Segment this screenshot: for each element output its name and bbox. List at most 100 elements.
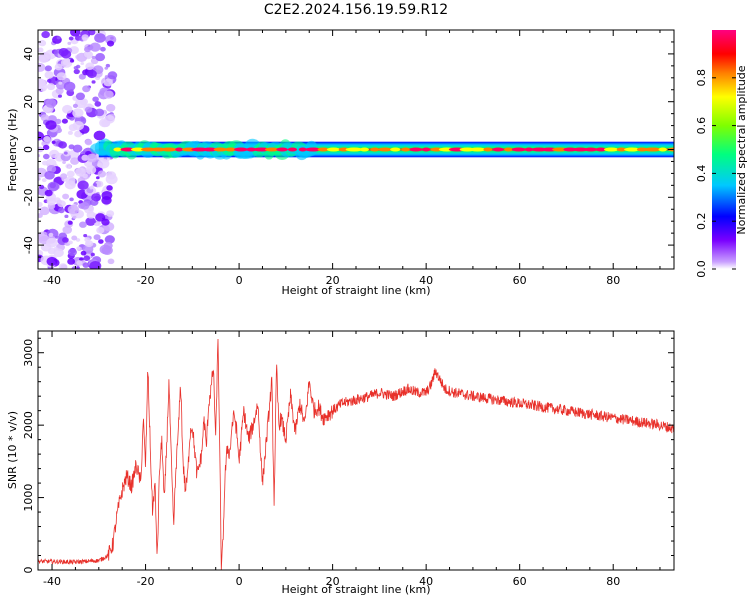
x-tick-label: 0 [236,575,243,588]
band-core [141,147,156,152]
noise-blob [46,197,57,206]
noise-blob [85,62,95,70]
noise-blob [67,165,72,169]
noise-blob [42,144,50,151]
noise-blob [101,218,110,226]
noise-blob [40,114,50,122]
noise-blob [91,80,96,84]
noise-blob [58,81,63,85]
noise-blob [106,210,115,217]
noise-blob [89,42,101,52]
noise-blob [44,71,54,79]
noise-blob [38,62,46,72]
noise-blob [46,83,56,91]
noise-blob [63,151,68,155]
noise-blob [106,185,113,191]
band-core [492,147,504,152]
noise-blob [78,203,86,209]
x-tick-label: -20 [137,575,155,588]
band-core [113,147,122,152]
noise-blob [105,63,111,68]
noise-blob [58,263,68,269]
noise-blob [80,250,87,256]
noise-blob [104,75,109,79]
x-tick-label: 20 [326,274,340,287]
noise-blob [70,30,81,37]
band-core [246,147,257,152]
noise-blob [82,37,88,42]
x-tick-label: 40 [419,274,433,287]
band-core [253,147,270,152]
y-tick-label: 1000 [22,484,35,512]
noise-blob [60,49,72,59]
band-core [504,147,513,152]
noise-blob [97,170,107,178]
noise-blob [38,131,44,141]
band-core [338,147,349,152]
colorbar-gradient [712,30,736,269]
noise-blob [56,72,67,81]
noise-blob [70,157,80,165]
band-core [573,147,588,152]
noise-blob [42,153,50,160]
x-tick-label: 80 [606,274,620,287]
noise-blob [86,69,97,79]
noise-blob [67,258,76,265]
band-core [305,147,321,152]
colorbar-tick-label: 0.0 [695,260,708,278]
y-tick-label: 0 [22,567,35,574]
noise-blob [60,173,68,180]
top-x-axis-label: Height of straight line (km) [281,284,430,297]
noise-blob [75,92,85,101]
top-y-axis-label: Frequency (Hz) [6,109,19,192]
noise-blob [96,226,105,234]
noise-blob [94,101,102,107]
noise-blob [84,46,91,53]
band-core [326,147,341,152]
noise-blob [38,177,41,181]
bottom-y-ticks: 0 1000 2000 3000 [22,337,674,574]
noise-blob [69,116,75,121]
noise-blob [44,189,53,197]
band-core [276,147,288,152]
band-core [370,147,380,152]
noise-blob [105,174,118,185]
noise-blob [95,176,100,180]
noise-blob [41,178,47,183]
noise-blob [38,213,43,218]
x-tick-label: 60 [513,575,527,588]
x-tick-label: -20 [137,274,155,287]
snr-series [38,338,674,570]
noise-blob [41,31,50,39]
noise-blob [38,47,44,53]
band-core [213,147,228,152]
x-tick-label: 60 [513,274,527,287]
noise-blob [104,114,115,124]
noise-blob [107,258,115,265]
band-core [390,147,401,152]
noise-blob [77,180,89,190]
noise-blob [78,73,86,80]
noise-blob [94,33,106,43]
y-tick-label: 0 [22,146,35,153]
band-core [298,147,307,152]
noise-blob [62,160,66,164]
noise-blob [90,185,95,189]
noise-blob [58,207,65,214]
noise-blob [79,221,87,228]
noise-blob [101,190,113,201]
noise-blob [67,220,73,225]
noise-blob [61,118,68,124]
noise-blob [90,252,95,257]
noise-blob [57,94,62,98]
noise-blob [83,233,88,238]
top-y-ticks: -40 -20 0 20 40 [22,41,674,258]
noise-blob [83,50,93,58]
snr-panel: -40 -20 0 20 40 60 80 0 1000 2000 3000 Height of … [6,330,675,596]
noise-blob [74,130,83,138]
noise-blob [73,68,80,75]
noise-blob [103,90,114,99]
band-core [224,147,237,152]
noise-blob [58,141,67,149]
